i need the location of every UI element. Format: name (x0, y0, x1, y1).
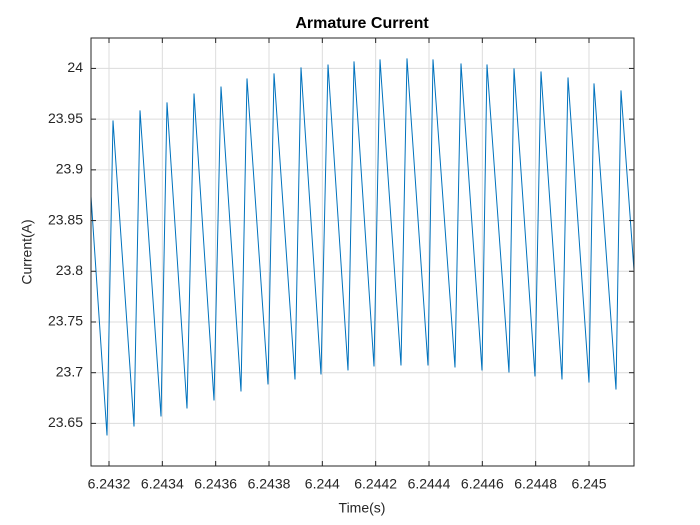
x-tick-label: 6.2444 (408, 476, 451, 492)
x-tick-label: 6.2438 (248, 476, 291, 492)
grid (91, 38, 634, 466)
x-tick-label: 6.244 (305, 476, 340, 492)
y-tick-label: 23.95 (48, 110, 83, 126)
y-tick-label: 23.65 (48, 414, 83, 430)
x-tick-label: 6.2432 (88, 476, 131, 492)
y-tick-label: 23.7 (56, 363, 83, 379)
marks (90, 58, 635, 436)
axes-box (90, 37, 635, 467)
chart-title: Armature Current (295, 15, 429, 32)
x-tick-label: 6.245 (571, 476, 606, 492)
x-tick-label: 6.2442 (354, 476, 397, 492)
y-tick-label: 23.85 (48, 211, 83, 227)
x-tick-label: 6.2446 (461, 476, 504, 492)
y-tick-label: 24 (67, 59, 83, 75)
x-tick-label: 6.2436 (194, 476, 237, 492)
x-axis-label: Time(s) (339, 500, 386, 516)
data-line (90, 58, 635, 436)
y-tick-label: 23.75 (48, 313, 83, 329)
y-tick-label: 23.9 (56, 161, 83, 177)
plot-area (91, 38, 634, 466)
x-tick-label: 6.2434 (141, 476, 184, 492)
y-tick-label: 23.8 (56, 262, 83, 278)
y-axis-label: Current(A) (19, 219, 35, 284)
x-tick-label: 6.2448 (514, 476, 557, 492)
